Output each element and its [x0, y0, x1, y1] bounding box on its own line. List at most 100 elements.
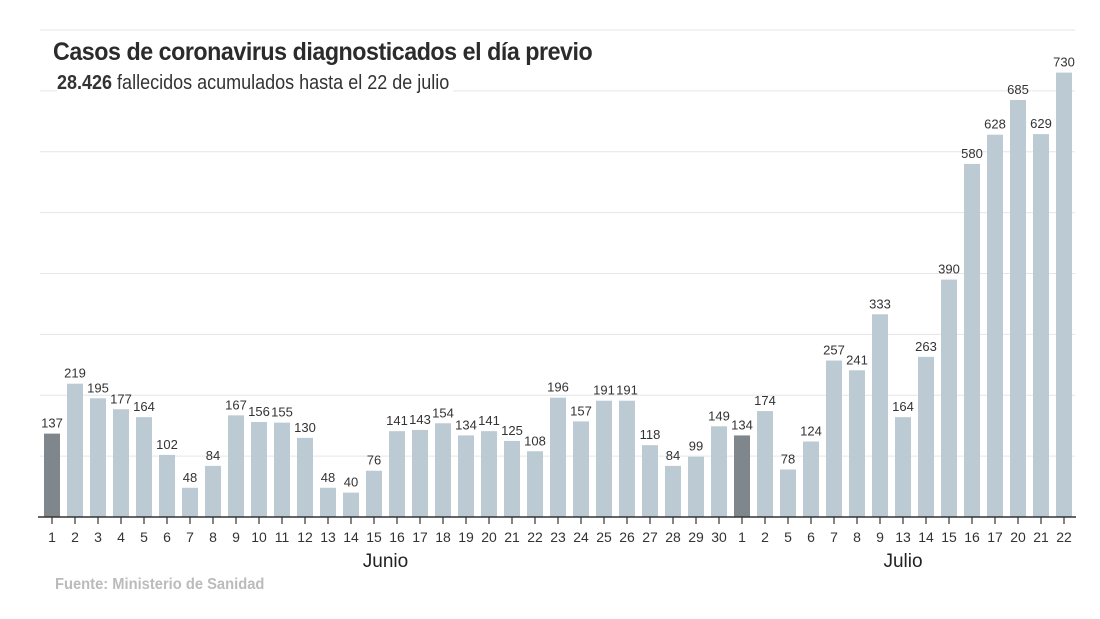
tick-label: 13 [320, 529, 336, 545]
bar [159, 454, 175, 517]
data-label: 156 [248, 404, 270, 419]
data-label: 149 [708, 408, 730, 423]
data-label: 143 [409, 412, 431, 427]
data-label: 102 [156, 437, 178, 452]
bar [987, 134, 1003, 517]
data-label: 191 [616, 383, 638, 398]
bar [389, 431, 405, 517]
data-label: 108 [524, 433, 546, 448]
tick-label: 17 [412, 529, 428, 545]
bar [550, 397, 566, 517]
tick-label: 19 [458, 529, 474, 545]
bar [849, 370, 865, 517]
tick-label: 4 [117, 529, 125, 545]
data-label: 241 [846, 352, 868, 367]
tick-label: 28 [665, 529, 681, 545]
bar [964, 163, 980, 518]
bar [251, 422, 267, 517]
data-label: 141 [478, 413, 500, 428]
tick-label: 7 [830, 529, 838, 545]
data-label: 580 [961, 146, 983, 161]
bar [619, 400, 635, 517]
bar [182, 487, 198, 517]
data-label: 48 [183, 470, 197, 485]
tick-label: 8 [853, 529, 861, 545]
tick-label: 5 [784, 529, 792, 545]
data-label: 219 [64, 366, 86, 381]
data-label: 164 [892, 399, 914, 414]
bar [872, 314, 888, 517]
data-label: 629 [1030, 116, 1052, 131]
bar [573, 421, 589, 517]
chart-title: Casos de coronavirus diagnosticados el d… [53, 38, 593, 66]
data-label: 99 [689, 439, 703, 454]
bar [504, 440, 520, 517]
data-label: 164 [133, 399, 155, 414]
tick-label: 1 [48, 529, 56, 545]
bar [734, 435, 750, 517]
data-label: 191 [593, 383, 615, 398]
tick-label: 14 [343, 529, 359, 545]
data-label: 134 [731, 417, 753, 432]
bar [343, 492, 359, 517]
tick-label: 15 [941, 529, 957, 545]
bar [435, 423, 451, 517]
data-label: 78 [781, 452, 795, 467]
bar [895, 417, 911, 517]
bar [481, 431, 497, 517]
tick-label: 7 [186, 529, 194, 545]
data-label: 84 [666, 448, 680, 463]
bar [711, 426, 727, 517]
data-label: 263 [915, 339, 937, 354]
tick-label: 22 [1056, 529, 1072, 545]
tick-label: 8 [209, 529, 217, 545]
tick-label: 24 [573, 529, 589, 545]
bar [297, 437, 313, 517]
bar [205, 465, 221, 517]
data-label: 40 [344, 475, 358, 490]
bar [780, 469, 796, 517]
tick-label: 6 [807, 529, 815, 545]
bar [642, 445, 658, 517]
bar [274, 422, 290, 517]
tick-label: 23 [550, 529, 566, 545]
data-label: 167 [225, 397, 247, 412]
tick-label: 14 [918, 529, 934, 545]
data-label: 333 [869, 296, 891, 311]
data-label: 257 [823, 343, 845, 358]
tick-label: 15 [366, 529, 382, 545]
bar [44, 433, 60, 517]
bar [826, 360, 842, 517]
bar [803, 441, 819, 517]
bar [941, 279, 957, 517]
data-label: 124 [800, 424, 822, 439]
tick-label: 20 [481, 529, 497, 545]
tick-label: 2 [761, 529, 769, 545]
tick-label: 13 [895, 529, 911, 545]
data-label: 155 [271, 405, 293, 420]
data-label: 196 [547, 380, 569, 395]
data-label: 137 [41, 416, 63, 431]
tick-label: 20 [1010, 529, 1026, 545]
bar [113, 409, 129, 517]
source-note: Fuente: Ministerio de Sanidad [55, 576, 265, 593]
bar [1010, 100, 1026, 517]
data-label: 141 [386, 413, 408, 428]
tick-label: 16 [389, 529, 405, 545]
tick-label: 16 [964, 529, 980, 545]
tick-label: 9 [876, 529, 884, 545]
tick-label: 10 [251, 529, 267, 545]
tick-label: 26 [619, 529, 635, 545]
tick-label: 12 [297, 529, 313, 545]
tick-label: 30 [711, 529, 727, 545]
bar [366, 470, 382, 517]
data-label: 154 [432, 405, 454, 420]
month-label: Junio [363, 551, 408, 572]
bar [412, 429, 428, 517]
deaths-total: 28.426 [57, 72, 113, 94]
tick-label: 27 [642, 529, 658, 545]
bar [918, 356, 934, 517]
tick-label: 21 [504, 529, 520, 545]
bar [320, 487, 336, 517]
